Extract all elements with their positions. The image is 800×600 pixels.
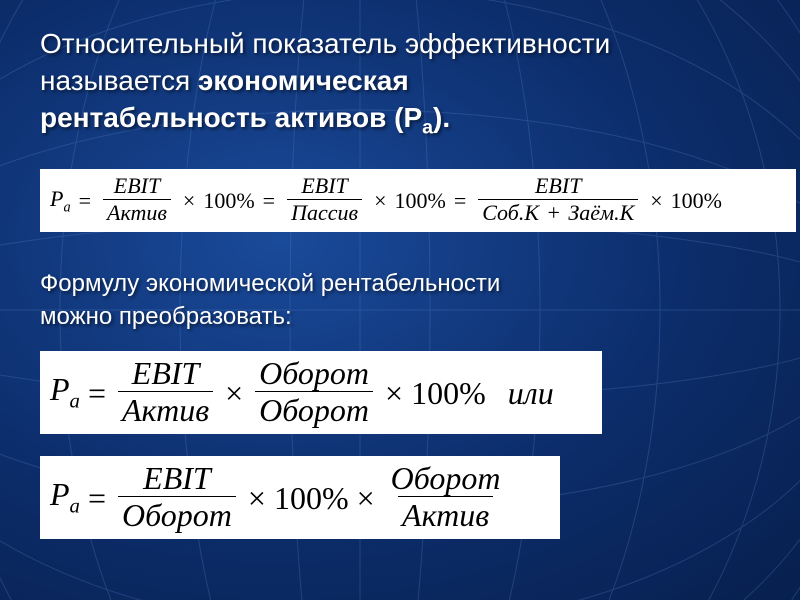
f2-trail: или (490, 377, 554, 409)
slide-subtext: Формулу экономической рентабельности мож… (40, 268, 760, 333)
subtext-line2: можно преобразовать: (40, 303, 292, 330)
f1-frac2: EBIT Пассив (283, 175, 366, 226)
f2-times1: × (221, 377, 247, 409)
f2-frac2: Оборот Оборот (251, 357, 377, 428)
f2-lhs-sub: а (70, 389, 80, 412)
f3-frac1-num: EBIT (139, 462, 215, 496)
f3-frac1: EBIT Оборот (114, 462, 240, 533)
f1-frac2-num: EBIT (297, 175, 351, 199)
f1-eq3: = (450, 190, 470, 212)
subtext-line1: Формулу экономической рентабельности (40, 270, 500, 297)
f1-frac1-den: Актив (103, 199, 171, 226)
heading-line2a: называется (40, 65, 198, 96)
f3-lhs-sym: Р (50, 476, 70, 512)
f2-lhs: Ра (50, 373, 80, 412)
f1-lhs-sym: Р (50, 186, 63, 211)
f3-frac2-den: Актив (398, 496, 493, 533)
heading-line3: рентабельность активов (Ра). (40, 102, 450, 133)
f3-eq: = (84, 482, 110, 514)
f1-times2: × (370, 190, 390, 212)
f3-pct: 100% (274, 482, 349, 514)
f1-lhs: Ра (50, 188, 71, 215)
f1-pct1: 100% (203, 190, 254, 212)
formula-2: Ра = EBIT Актив × Оборот Оборот × 100% и… (40, 351, 602, 434)
heading-line3-end: ). (433, 102, 450, 133)
f1-frac3-den-a: Соб.К (482, 200, 539, 225)
f2-frac1-num: EBIT (128, 357, 204, 391)
f3-frac2-num: Оборот (387, 462, 505, 496)
heading-line1: Относительный показатель эффективности (40, 28, 610, 59)
f2-frac1-den: Актив (118, 391, 213, 428)
f1-pct2: 100% (394, 190, 445, 212)
f1-times1: × (179, 190, 199, 212)
f2-eq: = (84, 377, 110, 409)
f1-lhs-sub: а (63, 199, 70, 215)
f3-frac1-den: Оборот (118, 496, 236, 533)
heading-line3-sub: а (422, 117, 433, 139)
f1-frac1-num: EBIT (110, 175, 164, 199)
f2-frac2-den: Оборот (255, 391, 373, 428)
f3-frac2: Оборот Актив (383, 462, 509, 533)
heading-line3-text: рентабельность активов (Р (40, 102, 422, 133)
slide-heading: Относительный показатель эффективности н… (40, 26, 760, 141)
f3-lhs-sub: а (70, 494, 80, 517)
f2-lhs-sym: Р (50, 371, 70, 407)
f1-frac3-den-b: Заём.К (568, 200, 634, 225)
f2-frac1: EBIT Актив (114, 357, 217, 428)
f1-frac3-den: Соб.К + Заём.К (478, 199, 638, 226)
slide-content: Относительный показатель эффективности н… (0, 0, 800, 539)
f2-pct: 100% (411, 377, 486, 409)
f3-lhs: Ра (50, 478, 80, 517)
f1-frac3: EBIT Соб.К + Заём.К (474, 175, 642, 226)
f1-frac1: EBIT Актив (99, 175, 175, 226)
heading-line2b: экономическая (198, 65, 409, 96)
formula-1: Ра = EBIT Актив × 100% = EBIT Пассив × 1… (40, 169, 796, 232)
f1-times3: × (646, 190, 666, 212)
f2-times2: × (381, 377, 407, 409)
f2-frac2-num: Оборот (255, 357, 373, 391)
f1-frac3-num: EBIT (531, 175, 585, 199)
f3-times2: × (353, 482, 379, 514)
f1-eq1: = (75, 190, 95, 212)
f1-frac2-den: Пассив (287, 199, 362, 226)
formula-3: Ра = EBIT Оборот × 100% × Оборот Актив (40, 456, 560, 539)
f1-pct3: 100% (671, 190, 722, 212)
f1-frac3-den-plus: + (544, 200, 562, 225)
f3-times1: × (244, 482, 270, 514)
f1-eq2: = (259, 190, 279, 212)
